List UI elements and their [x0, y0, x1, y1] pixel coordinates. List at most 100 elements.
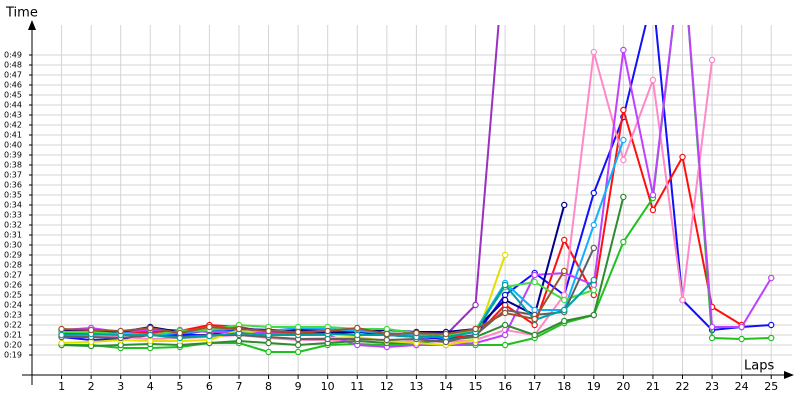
data-point [87, 326, 95, 334]
data-point [590, 244, 598, 252]
x-tick-label: 20 [616, 380, 630, 393]
y-tick-label: 0:43 [4, 111, 22, 120]
x-tick-label: 4 [147, 380, 154, 393]
y-tick-label: 0:39 [4, 151, 22, 160]
data-point [708, 56, 716, 64]
data-point [768, 274, 775, 282]
x-tick-label: 17 [528, 380, 542, 393]
x-tick-label: 23 [705, 380, 719, 393]
data-point [147, 324, 154, 332]
y-tick-label: 0:27 [4, 271, 22, 280]
data-point [531, 315, 538, 323]
data-point [561, 236, 568, 244]
data-point [708, 323, 716, 331]
y-tick-label: 0:41 [4, 131, 22, 140]
x-tick-label: 24 [735, 380, 749, 393]
y-tick-label: 0:48 [4, 61, 22, 70]
data-point [58, 325, 65, 333]
data-point [206, 332, 213, 340]
y-tick-label: 0:44 [4, 101, 22, 110]
x-tick-label: 13 [409, 380, 423, 393]
x-tick-label: 19 [587, 380, 601, 393]
data-point [413, 329, 420, 337]
y-tick-label: 0:23 [4, 311, 22, 320]
data-point [620, 238, 627, 246]
data-point [147, 337, 154, 345]
x-axis-title: Laps [744, 359, 774, 374]
y-tick-label: 0:33 [4, 211, 22, 220]
x-tick-label: 7 [235, 380, 242, 393]
data-point [265, 327, 272, 335]
x-tick-label: 10 [321, 380, 335, 393]
y-tick-label: 0:24 [4, 301, 22, 310]
x-tick-label: 16 [498, 380, 512, 393]
x-tick-label: 1 [58, 380, 65, 393]
x-tick-label: 14 [439, 380, 453, 393]
x-tick-label: 21 [646, 380, 660, 393]
data-point [768, 321, 775, 329]
y-tick-label: 0:49 [4, 51, 22, 60]
y-tick-label: 0:31 [4, 231, 22, 240]
data-point [58, 339, 65, 347]
y-tick-label: 0:19 [4, 351, 22, 360]
y-tick-label: 0:32 [4, 221, 22, 230]
data-point [768, 334, 775, 342]
data-point [117, 327, 124, 335]
data-point [354, 324, 361, 332]
y-tick-label: 0:25 [4, 291, 22, 300]
y-tick-label: 0:29 [4, 251, 22, 260]
x-tick-label: 8 [265, 380, 272, 393]
data-point [501, 331, 509, 339]
data-point [501, 309, 509, 317]
data-point [590, 311, 598, 319]
data-point [324, 327, 331, 335]
data-point [561, 267, 568, 275]
data-point [738, 335, 745, 343]
data-point [561, 306, 568, 314]
data-point [738, 323, 745, 331]
data-point [679, 153, 686, 161]
data-point [501, 281, 509, 289]
y-tick-label: 0:22 [4, 321, 22, 330]
x-tick-label: 2 [88, 380, 95, 393]
y-tick-label: 0:30 [4, 241, 22, 250]
x-tick-label: 11 [350, 380, 364, 393]
data-point [649, 206, 657, 214]
data-point [501, 321, 509, 329]
data-point [472, 301, 479, 309]
x-tick-label: 3 [117, 380, 124, 393]
data-point [294, 328, 302, 336]
data-point [501, 341, 509, 349]
data-point [383, 330, 391, 338]
data-point [206, 323, 213, 331]
y-tick-label: 0:35 [4, 191, 22, 200]
x-axis-arrow [784, 371, 794, 379]
data-point [590, 48, 598, 56]
x-tick-label: 9 [295, 380, 302, 393]
x-tick-label: 22 [676, 380, 690, 393]
data-point [620, 193, 627, 201]
tick-labels: 0:190:200:210:220:230:240:250:260:270:28… [4, 51, 778, 394]
y-axis-arrow [28, 20, 36, 30]
data-point [620, 156, 627, 164]
data-point [472, 325, 479, 333]
data-point [176, 329, 184, 337]
data-point [531, 331, 538, 339]
data-point [235, 325, 243, 333]
y-axis-title: Time [5, 6, 38, 21]
x-tick-label: 5 [176, 380, 183, 393]
x-tick-label: 6 [206, 380, 213, 393]
data-point [561, 296, 568, 304]
y-tick-label: 0:34 [4, 201, 22, 210]
data-point [620, 46, 627, 54]
data-point [561, 317, 568, 325]
y-tick-label: 0:21 [4, 331, 22, 340]
y-tick-label: 0:38 [4, 161, 22, 170]
data-point [147, 331, 154, 339]
x-tick-label: 15 [469, 380, 483, 393]
data-point [501, 296, 509, 304]
y-tick-label: 0:47 [4, 71, 22, 80]
data-point [561, 201, 568, 209]
data-point [708, 334, 716, 342]
y-tick-label: 0:37 [4, 171, 22, 180]
